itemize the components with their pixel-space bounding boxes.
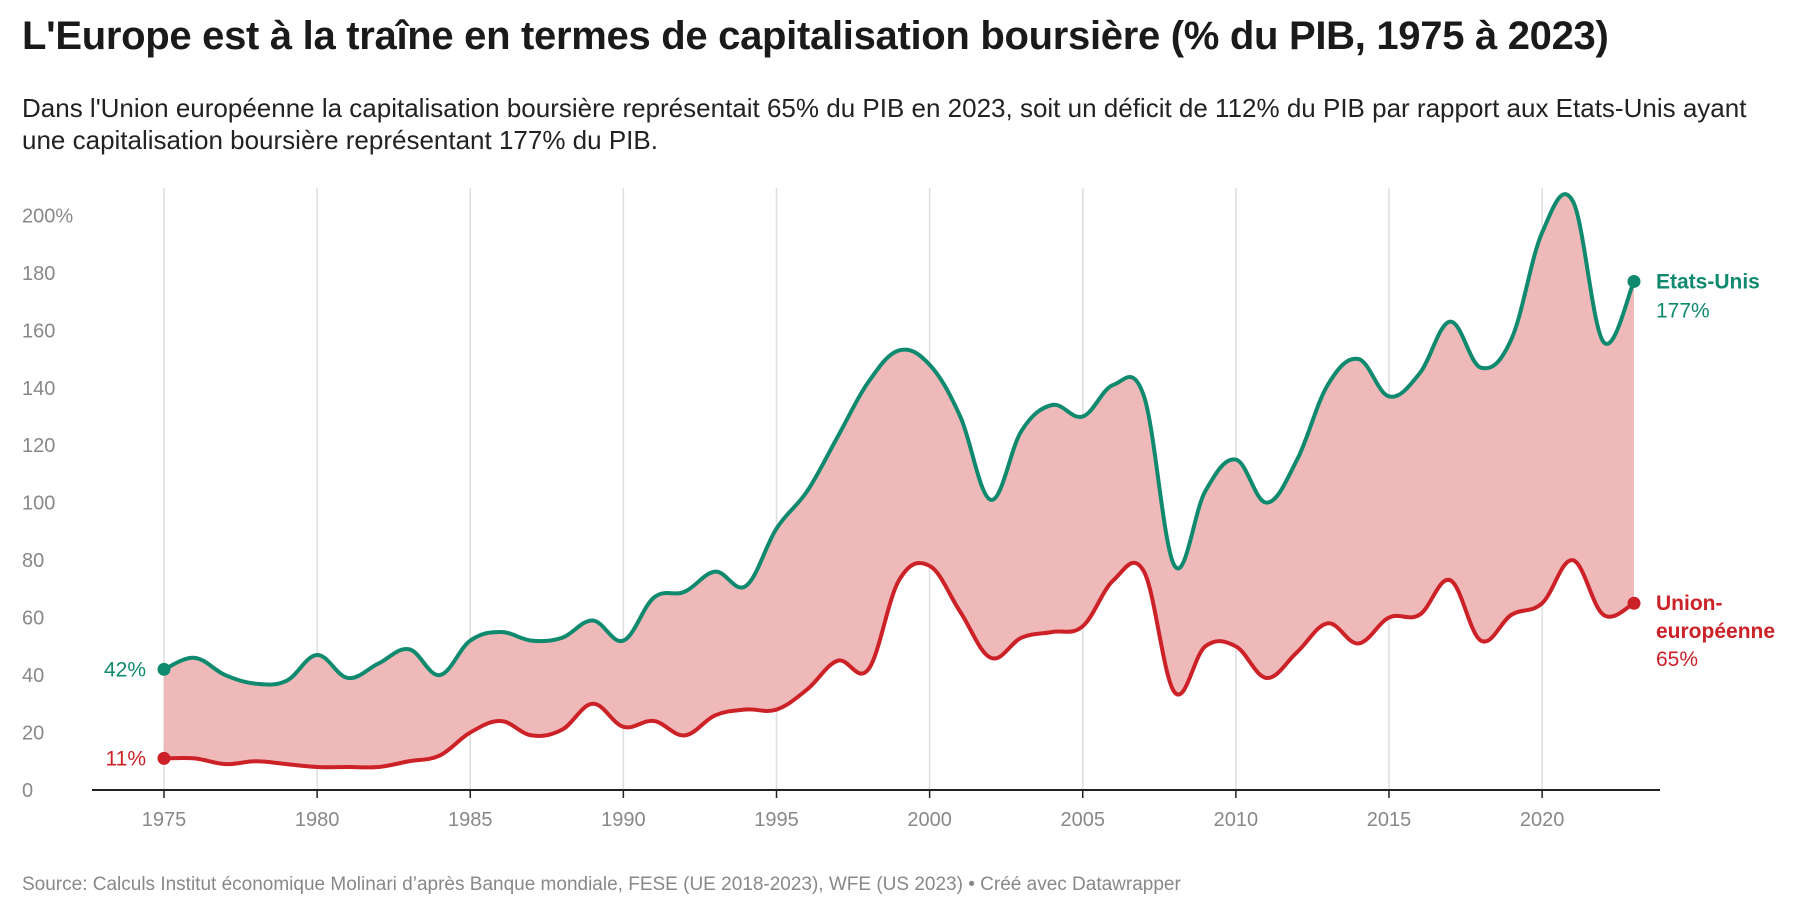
us-start-value-label: 42% [104, 658, 146, 681]
x-tick-label: 2010 [1214, 809, 1259, 831]
y-tick-label: 20 [22, 723, 44, 745]
us-series-name-label: Etats-Unis [1656, 270, 1760, 293]
x-tick-label: 2015 [1367, 809, 1412, 831]
eu-start-marker [157, 751, 171, 765]
y-tick-label: 180 [22, 263, 55, 285]
us-end-value-label: 177% [1656, 299, 1710, 322]
x-axis: 1975 1980 1985 1990 1995 2000 2005 2010 2015 2020 [92, 789, 1660, 831]
chart-title: L'Europe est à la traîne en termes de ca… [22, 14, 1609, 58]
y-tick-label: 200% [22, 205, 73, 227]
x-tick-label: 1980 [295, 809, 340, 831]
x-tick-label: 1990 [601, 809, 646, 831]
x-tick-label: 1975 [142, 809, 187, 831]
x-tick-label: 2005 [1061, 809, 1106, 831]
us-start-marker [157, 662, 171, 676]
x-tick-label: 2000 [907, 809, 952, 831]
y-tick-label: 40 [22, 665, 44, 687]
y-tick-label: 160 [22, 320, 55, 342]
series-line-union-europeenne [163, 558, 1635, 770]
chart-subtitle: Dans l'Union européenne la capitalisatio… [22, 93, 1747, 155]
y-tick-label: 80 [22, 550, 44, 572]
eu-start-value-label: 11% [106, 747, 146, 770]
y-axis-ticks: 0 20 40 60 80 100 120 140 160 180 200% [22, 205, 73, 802]
y-tick-label: 60 [22, 608, 44, 630]
x-tick-label: 1995 [754, 809, 799, 831]
us-end-marker [1627, 274, 1641, 288]
eu-series-name-label-line1: Union- [1656, 592, 1722, 615]
series-labels: 42% 11% Etats-Unis 177% Union- européenn… [104, 270, 1775, 770]
y-tick-label: 140 [22, 378, 55, 400]
y-tick-label: 120 [22, 435, 55, 457]
eu-series-name-label-line2: européenne [1656, 620, 1775, 643]
series-line-etats-unis [163, 192, 1636, 687]
x-tick-label: 2020 [1520, 809, 1565, 831]
series-markers [157, 274, 1641, 765]
x-tick-label: 1985 [448, 809, 493, 831]
eu-end-marker [1627, 596, 1641, 610]
gap-area [164, 194, 1634, 768]
eu-end-value-label: 65% [1656, 648, 1698, 671]
source-note: Source: Calculs Institut économique Moli… [22, 874, 1181, 895]
y-tick-label: 0 [22, 780, 33, 802]
y-tick-label: 100 [22, 493, 55, 515]
